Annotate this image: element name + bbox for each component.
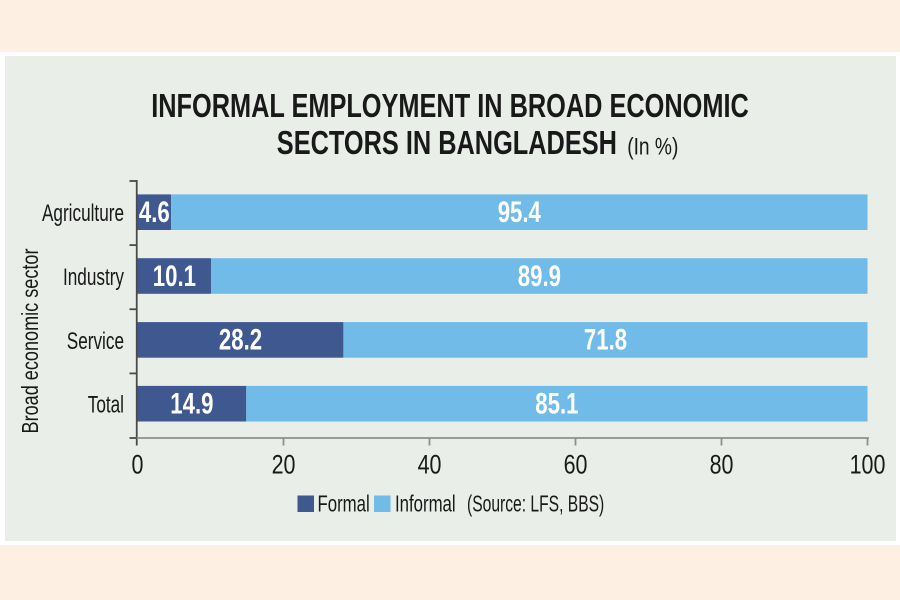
svg-text:(Source: LFS, BBS): (Source: LFS, BBS) bbox=[467, 492, 604, 518]
svg-text:Informal: Informal bbox=[395, 492, 456, 517]
svg-text:Agriculture: Agriculture bbox=[42, 200, 124, 226]
svg-text:INFORMAL EMPLOYMENT IN BROAD E: INFORMAL EMPLOYMENT IN BROAD ECONOMIC bbox=[151, 88, 749, 125]
svg-text:14.9: 14.9 bbox=[170, 386, 213, 420]
svg-text:Broad economic sector: Broad economic sector bbox=[18, 248, 44, 433]
svg-text:4.6: 4.6 bbox=[139, 195, 170, 229]
svg-text:100: 100 bbox=[850, 450, 886, 480]
svg-text:20: 20 bbox=[272, 450, 296, 480]
svg-text:Total: Total bbox=[88, 392, 124, 418]
svg-text:60: 60 bbox=[564, 450, 588, 480]
svg-text:SECTORS IN BANGLADESH: SECTORS IN BANGLADESH bbox=[277, 125, 617, 162]
svg-text:0: 0 bbox=[132, 450, 144, 480]
svg-text:28.2: 28.2 bbox=[219, 322, 262, 356]
svg-text:40: 40 bbox=[418, 450, 442, 480]
svg-text:85.1: 85.1 bbox=[535, 386, 578, 420]
svg-text:Service: Service bbox=[67, 328, 124, 354]
svg-text:Formal: Formal bbox=[318, 492, 370, 517]
svg-text:89.9: 89.9 bbox=[518, 259, 561, 293]
svg-text:71.8: 71.8 bbox=[584, 322, 627, 356]
svg-text:80: 80 bbox=[710, 450, 734, 480]
svg-text:Industry: Industry bbox=[63, 264, 125, 290]
svg-text:95.4: 95.4 bbox=[498, 195, 541, 229]
svg-text:(In %): (In %) bbox=[627, 132, 678, 160]
svg-text:10.1: 10.1 bbox=[153, 259, 196, 293]
